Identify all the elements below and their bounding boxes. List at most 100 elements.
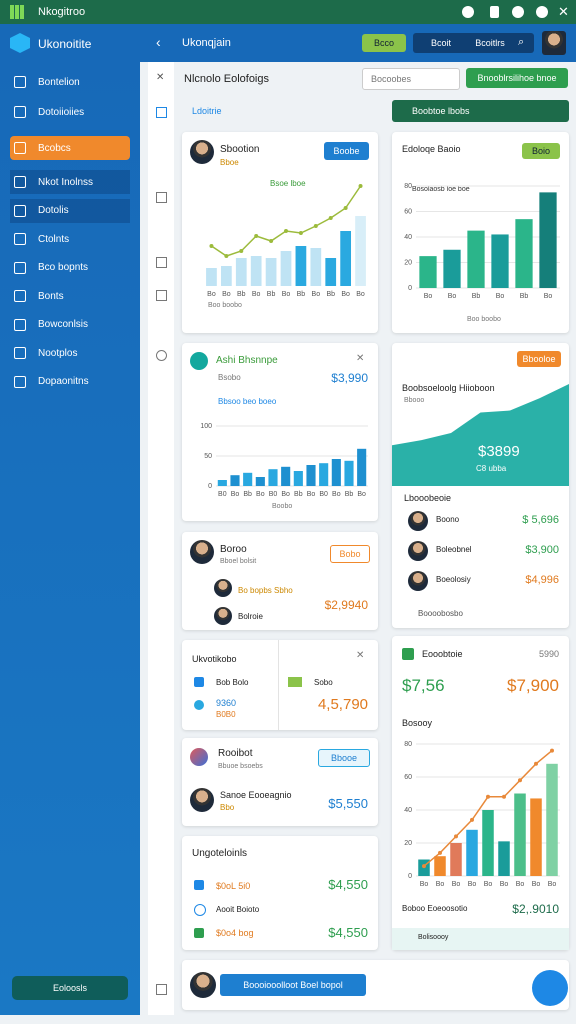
x-tick-label: Bb (345, 491, 354, 498)
close-icon[interactable]: ✕ (356, 650, 365, 661)
rail-icon[interactable] (156, 107, 167, 118)
notification-icon[interactable] (462, 6, 474, 18)
filter[interactable]: Ldoitrie (192, 106, 222, 116)
bell-icon[interactable] (490, 6, 499, 18)
line-point (269, 239, 274, 243)
nav-label: Dotoiioiies (38, 106, 85, 118)
nav-label: Nootplos (38, 347, 78, 359)
nav-item[interactable]: Bontelion (10, 70, 130, 94)
bar (319, 463, 329, 486)
bar (281, 466, 291, 486)
nav-item[interactable]: Bco bopnts (10, 256, 130, 280)
person-sub: Bbuoe bsoebs (218, 763, 263, 770)
person-button[interactable]: Bbooe (318, 749, 370, 767)
bottom-button[interactable]: Boooiooolloot Boel bopol (220, 974, 366, 996)
x-tick-label: Bo (207, 291, 216, 298)
avatar (408, 571, 428, 591)
nav-icon (14, 233, 26, 245)
line (211, 185, 362, 257)
nav-item[interactable]: Dotolis (10, 198, 130, 223)
x-tick-label: Bb (294, 491, 303, 498)
contact-row: Bolroie (238, 612, 263, 621)
back-button[interactable]: ‹ (156, 34, 161, 50)
nav-item[interactable]: Nkot Inolnss (10, 170, 130, 194)
contact-card: Boroo Bboel bolsit Bobo Bo bopbs Sbho $2… (182, 532, 378, 630)
rail-icon[interactable] (156, 192, 167, 203)
alert-icon[interactable] (512, 6, 524, 18)
x-tick-label: Bo (532, 881, 541, 888)
x-tick-label: Bo (281, 491, 290, 498)
user-avatar[interactable] (542, 31, 566, 55)
line-point (224, 254, 229, 258)
search-icon[interactable]: ⌕ (518, 36, 525, 48)
nav-item[interactable]: Dopaonitns (10, 370, 130, 394)
tab[interactable]: Bcoitlrs (475, 38, 505, 48)
x-tick-label: Bo (516, 881, 525, 888)
card-button[interactable]: Boobe (324, 142, 369, 160)
close-icon[interactable]: ✕ (356, 353, 365, 364)
account-name: Boeolosiy (436, 575, 471, 584)
summary-value: $4,550 (328, 925, 368, 940)
x-tick-label: Bo (544, 293, 553, 300)
bar (434, 856, 446, 876)
list-row-sub: B0B0 (216, 710, 236, 719)
line-point (534, 761, 538, 766)
nav-item[interactable]: Nootplos (10, 341, 130, 365)
line-point (486, 794, 490, 799)
search-box[interactable]: Bocoobes (362, 68, 460, 90)
settings-icon[interactable] (536, 6, 548, 18)
bar (539, 192, 557, 288)
x-tick-label: B0 (319, 491, 328, 498)
nav-icon (14, 142, 26, 154)
account-value: $3,900 (525, 544, 559, 556)
bar (325, 258, 337, 286)
avatar (190, 540, 214, 564)
rail-icon[interactable] (156, 257, 167, 268)
y-tick-label: 80 (404, 183, 412, 190)
sidebar-footer-button[interactable]: Eoloosls (12, 976, 128, 1000)
card-value: $3,990 (331, 371, 368, 385)
card-button[interactable]: Bbooloe (517, 351, 561, 367)
summary-row: $0oL 5i0 (216, 881, 251, 891)
nav-icon (14, 106, 26, 118)
action-button[interactable]: Bnooblrsilihoe bnoe (466, 68, 568, 88)
rail-icon[interactable] (156, 350, 167, 361)
contact-button[interactable]: Bobo (330, 545, 370, 563)
contact-row: Bo bopbs Sbho (238, 586, 293, 595)
rail-icon[interactable] (156, 290, 167, 301)
bar (491, 234, 509, 288)
x-tick-label: Bb (297, 291, 306, 298)
avatar (190, 788, 214, 812)
summary-row: Aooit Boioto (216, 905, 260, 914)
x-tick-label: Bo (496, 293, 505, 300)
card-value: $3899 (478, 443, 520, 460)
nav-item[interactable]: Dotoiioiies (10, 100, 130, 124)
chart (392, 384, 569, 486)
nav-label: Nkot Inolnss (38, 176, 94, 188)
line-point (343, 206, 348, 210)
card-subtitle: Bbooo (404, 397, 425, 404)
avatar (408, 511, 428, 531)
nav-label: Bcobcs (38, 142, 71, 154)
line-point (313, 224, 318, 228)
nav-item[interactable]: Ctolnts (10, 227, 130, 251)
primary-button[interactable]: Bcco (362, 34, 406, 52)
nav-item[interactable]: Bonts (10, 284, 130, 308)
line-point (438, 850, 442, 855)
bar (443, 249, 461, 288)
tab[interactable]: Bcoit (430, 38, 451, 48)
app-title: Nkogitroo (38, 6, 86, 18)
rail-icon[interactable] (156, 984, 167, 995)
rail-close[interactable]: ✕ (156, 72, 165, 83)
fab[interactable] (532, 970, 568, 1006)
nav-item[interactable]: Bowconlsis (10, 313, 130, 337)
summary-title: Ungoteloinls (192, 848, 248, 859)
x-tick-label: Bb (472, 293, 481, 300)
footer-strip: Bolisoooy (392, 928, 569, 950)
y-tick-label: 60 (404, 208, 412, 215)
caption: Boo boobo (208, 302, 242, 309)
nav-item[interactable]: Bcobcs (10, 136, 130, 160)
close-icon[interactable]: ✕ (558, 4, 569, 19)
caption: Boobo (272, 503, 293, 510)
card-button[interactable]: Boio (522, 143, 560, 159)
